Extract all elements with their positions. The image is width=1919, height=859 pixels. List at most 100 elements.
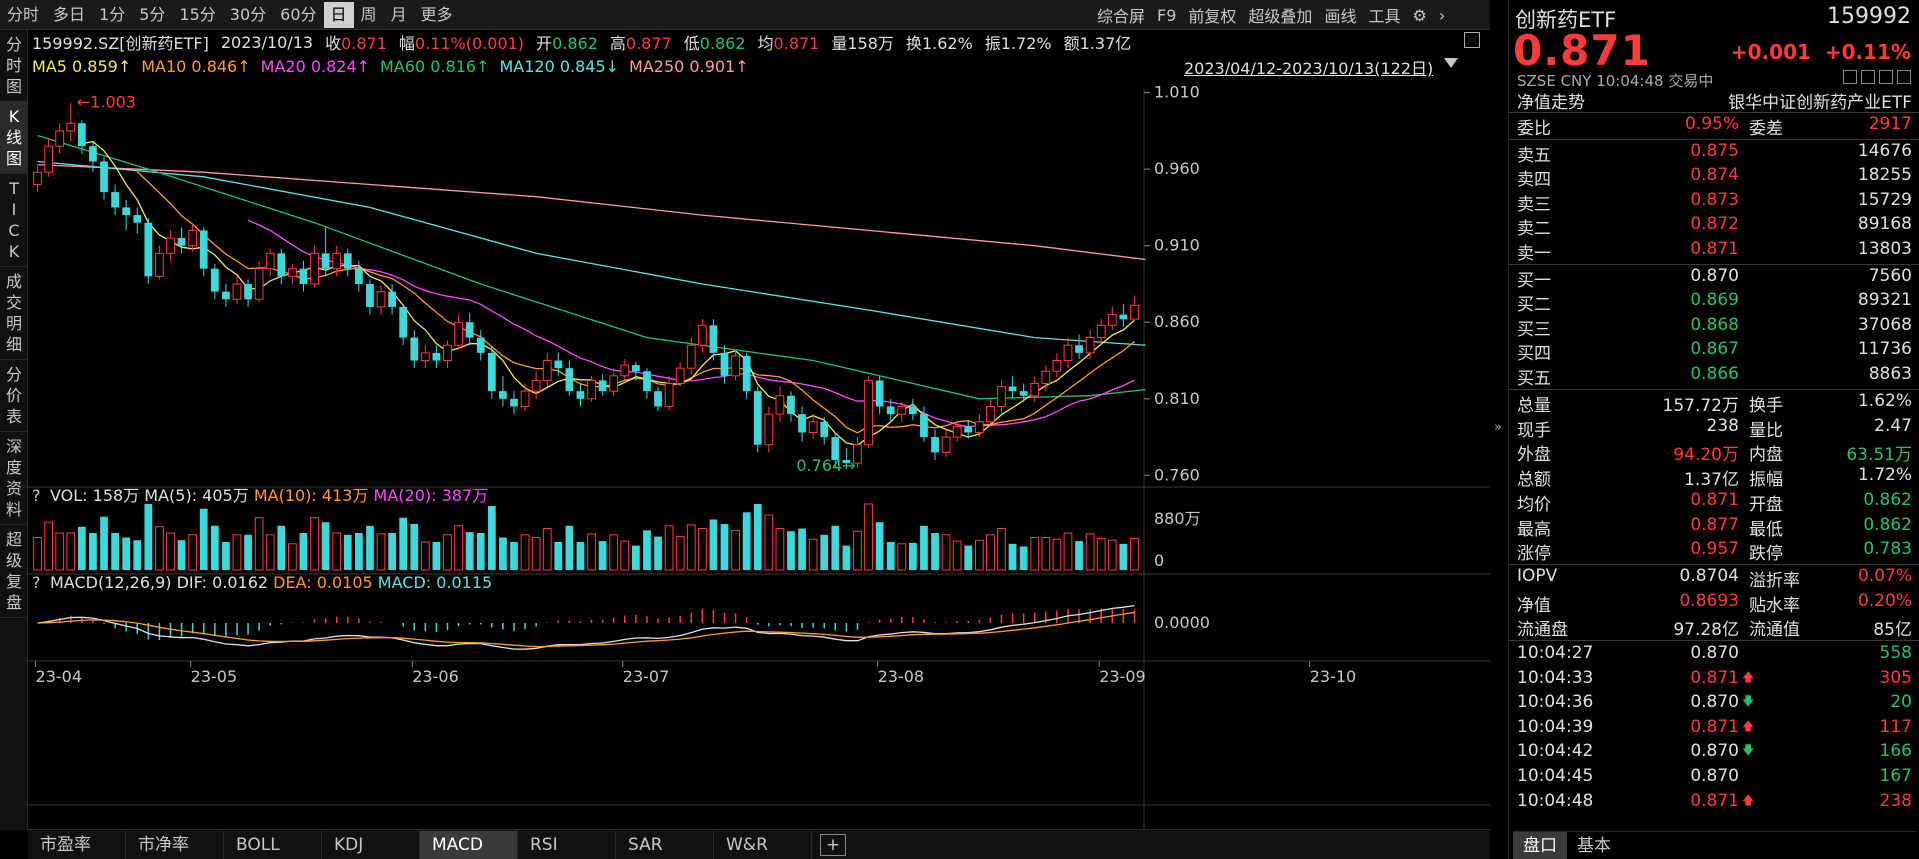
indicator-tab-2[interactable]: BOLL [224, 830, 322, 859]
left-tab-3[interactable]: 成交明细 [0, 267, 28, 360]
indicator-tab-4[interactable]: MACD [420, 830, 518, 859]
panel-tab-0[interactable]: 盘口 [1513, 832, 1567, 859]
arrow-up-icon: 🡅 [1742, 792, 1755, 807]
avg-field: 均0.871 [757, 34, 820, 53]
period-tab-6[interactable]: 60分 [280, 4, 317, 24]
close-field: 收0.871 [325, 34, 387, 53]
left-tab-6[interactable]: 超级复盘 [0, 525, 28, 618]
last-price: 0.871 [1513, 26, 1651, 75]
candle-body [277, 253, 286, 277]
volume-bar [454, 525, 463, 571]
period-tab-4[interactable]: 15分 [179, 4, 216, 24]
ma60-line [37, 134, 1146, 400]
indicator-tab-3[interactable]: KDJ [322, 830, 420, 859]
expand-icon[interactable] [1843, 70, 1857, 84]
candle-body [299, 268, 308, 284]
chevron-right-icon[interactable]: › [1438, 5, 1446, 25]
stat-label: 流通盘 [1517, 620, 1568, 641]
weicha-label: 委差 [1749, 119, 1783, 139]
divider [1509, 564, 1919, 565]
ma60-value: MA60 0.816↑ [380, 56, 490, 76]
toolbar-tool-1[interactable]: F9 [1157, 5, 1177, 25]
candle-body [587, 379, 596, 400]
copy-icon[interactable] [1861, 70, 1875, 84]
toolbar-tool-0[interactable]: 综合屏 [1097, 7, 1146, 26]
add-icon[interactable] [1897, 70, 1911, 84]
divider [1509, 389, 1919, 390]
candle-body [77, 123, 86, 147]
dropdown-triangle-icon[interactable] [1444, 58, 1458, 68]
add-indicator-button[interactable]: + [820, 833, 846, 856]
help-icon[interactable]: ? [32, 573, 41, 592]
bid-label: 买三 [1517, 319, 1551, 340]
candle-body [343, 253, 352, 269]
help-icon[interactable]: ? [32, 486, 41, 505]
ask-row: 卖四 0.874 18255 [1509, 165, 1919, 190]
ask-volume: 89168 [1857, 214, 1912, 235]
candle-body [144, 222, 153, 277]
y-tick-label: 1.010 [1154, 83, 1200, 102]
tick-time: 10:04:45 [1517, 766, 1594, 786]
period-tab-0[interactable]: 分时 [7, 4, 40, 24]
ask-price: 0.871 [1690, 238, 1739, 259]
volume-axis-max: 880万 [1154, 509, 1201, 528]
volume-bar [210, 525, 219, 570]
indicator-tab-0[interactable]: 市盈率 [28, 830, 126, 859]
toolbar-tool-2[interactable]: 前复权 [1188, 7, 1237, 26]
period-tab-3[interactable]: 5分 [139, 4, 166, 24]
candle-body [1130, 304, 1139, 320]
period-toolbar: 分时 多日 1分 5分 15分 30分 60分日周月更多 [0, 0, 1490, 30]
volume-bar [675, 536, 685, 571]
stat-value: 1.72% [1857, 465, 1912, 486]
candle-body [831, 437, 840, 461]
candle-body [1096, 324, 1106, 339]
volume-axis-zero: 0 [1154, 551, 1164, 570]
x-tick-label: 23-09 [1099, 667, 1146, 686]
ask-price: 0.873 [1690, 189, 1739, 210]
volume-bar [1119, 543, 1128, 570]
gear-icon[interactable]: ⚙ [1412, 5, 1427, 25]
candle-body [731, 355, 740, 377]
volume-bar [388, 533, 396, 570]
period-tab-1[interactable]: 多日 [53, 4, 86, 24]
collapse-right-icon[interactable]: » [1494, 420, 1502, 435]
left-tab-4[interactable]: 分价表 [0, 360, 28, 432]
period-tab-5[interactable]: 30分 [229, 4, 267, 24]
bid-label: 买五 [1517, 368, 1551, 389]
candle-body [310, 252, 319, 285]
period-tab-8[interactable]: 周 [360, 4, 377, 24]
indicator-tab-1[interactable]: 市净率 [126, 830, 224, 859]
volume-bar [100, 516, 108, 570]
volume-bar [199, 508, 208, 570]
volume-bar [432, 542, 441, 570]
divider [1509, 264, 1919, 265]
indicator-tab-7[interactable]: W&R [714, 830, 812, 859]
low-field: 低0.862 [683, 34, 746, 53]
volume-bar [753, 504, 762, 570]
left-tab-0[interactable]: 分时图 [0, 30, 28, 102]
toolbar-tool-4[interactable]: 画线 [1324, 7, 1357, 26]
period-tab-9[interactable]: 月 [390, 4, 407, 24]
stat-label: 总量 [1517, 396, 1551, 416]
toolbar-tool-5[interactable]: 工具 [1368, 7, 1401, 26]
candle-body [332, 252, 342, 270]
left-tab-5[interactable]: 深度资料 [0, 432, 28, 525]
date-range-selector[interactable]: 2023/04/12-2023/10/13(122日) [1184, 59, 1434, 78]
period-tab-2[interactable]: 1分 [99, 4, 126, 24]
kline-chart[interactable]: 1.010 0.960 0.910 0.860 0.810 0.760 ←1.003 0.76… [28, 80, 1490, 845]
stat-label: 均价 [1517, 494, 1551, 515]
list-icon[interactable] [1464, 32, 1480, 48]
period-tab-7[interactable]: 日 [323, 1, 354, 28]
toolbar-tool-3[interactable]: 超级叠加 [1248, 7, 1313, 26]
candle-body [244, 283, 252, 300]
candle-body [487, 352, 496, 392]
market-meta: SZSE CNY 10:04:48 交易中 [1517, 72, 1714, 90]
window-icon[interactable] [1879, 70, 1893, 84]
period-tab-10[interactable]: 更多 [420, 4, 453, 24]
panel-tab-1[interactable]: 基本 [1577, 836, 1611, 856]
indicator-tab-6[interactable]: SAR [616, 830, 714, 859]
indicator-tab-5[interactable]: RSI [518, 830, 616, 859]
